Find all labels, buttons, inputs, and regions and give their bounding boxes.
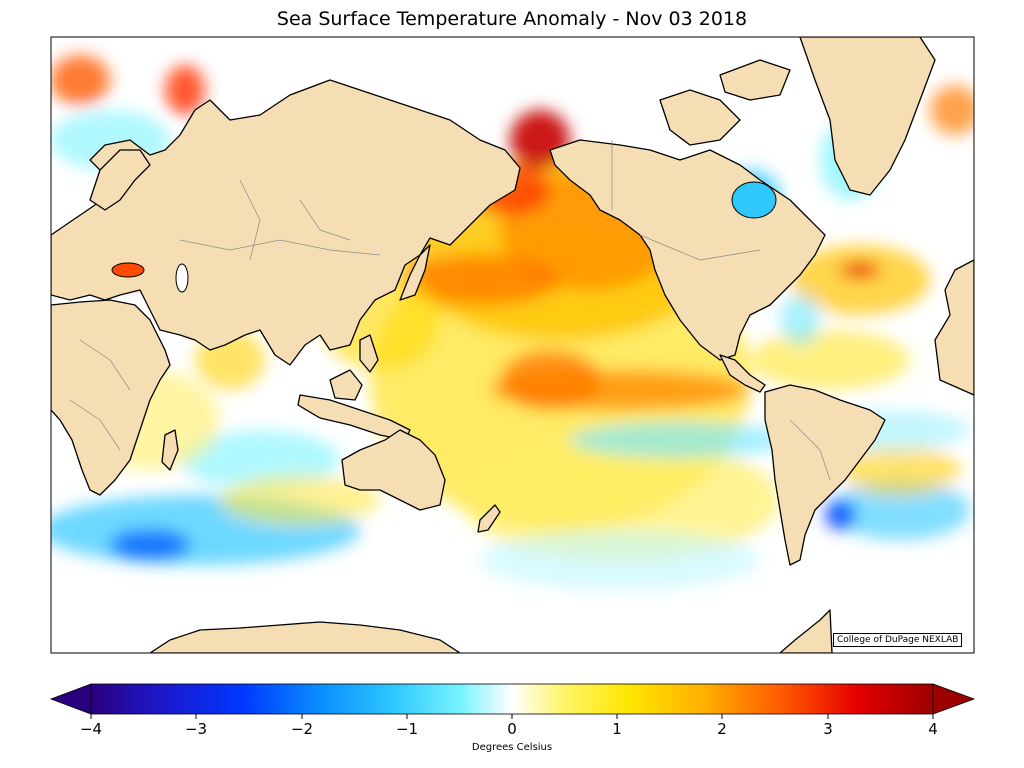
landmass-greenland	[799, 37, 936, 196]
anomaly-field	[51, 55, 974, 590]
landmass-japan	[399, 244, 431, 301]
landmass-antarctica	[149, 621, 461, 653]
country-borders	[69, 140, 831, 481]
colorbar	[49, 683, 976, 719]
map-frame	[50, 36, 975, 654]
landmass-philippines	[359, 334, 379, 373]
colorbar-tick-label: 0	[507, 720, 517, 738]
colorbar-tick-label: −3	[184, 720, 208, 738]
landmass-scandinavia	[89, 149, 151, 211]
landmass-new-zealand	[477, 504, 501, 533]
colorbar-tick-label: −2	[290, 720, 314, 738]
map-title: Sea Surface Temperature Anomaly - Nov 03…	[276, 8, 748, 30]
black-sea	[111, 262, 145, 278]
colorbar-right-arrow-icon	[932, 683, 976, 715]
landmass-europe-east	[934, 259, 974, 396]
colorbar-tick-label: −4	[79, 720, 103, 738]
caspian-sea	[175, 263, 189, 293]
colorbar-tick-label: −1	[395, 720, 419, 738]
colorbar-tick-label: 1	[612, 720, 622, 738]
landmass-arctic-islands	[659, 89, 741, 146]
colorbar-gradient	[90, 683, 934, 715]
colorbar-tick-label: 4	[928, 720, 938, 738]
landmass-australia	[341, 429, 446, 511]
colorbar-tick-label: 3	[823, 720, 833, 738]
landmass-south-america	[764, 384, 886, 566]
credit-label: College of DuPage NEXLAB	[833, 633, 963, 647]
colorbar-tick-label: 2	[717, 720, 727, 738]
landmass-africa	[51, 299, 171, 496]
colorbar-label: Degrees Celsius	[471, 742, 553, 753]
landmass-eurasia	[51, 79, 521, 366]
colorbar-ticks	[90, 714, 934, 719]
landmass-central-america	[719, 354, 766, 393]
landmass-madagascar	[161, 429, 179, 471]
hudson-bay	[731, 181, 777, 219]
landmass-borneo	[329, 369, 363, 401]
colorbar-left-arrow-icon	[49, 683, 92, 715]
